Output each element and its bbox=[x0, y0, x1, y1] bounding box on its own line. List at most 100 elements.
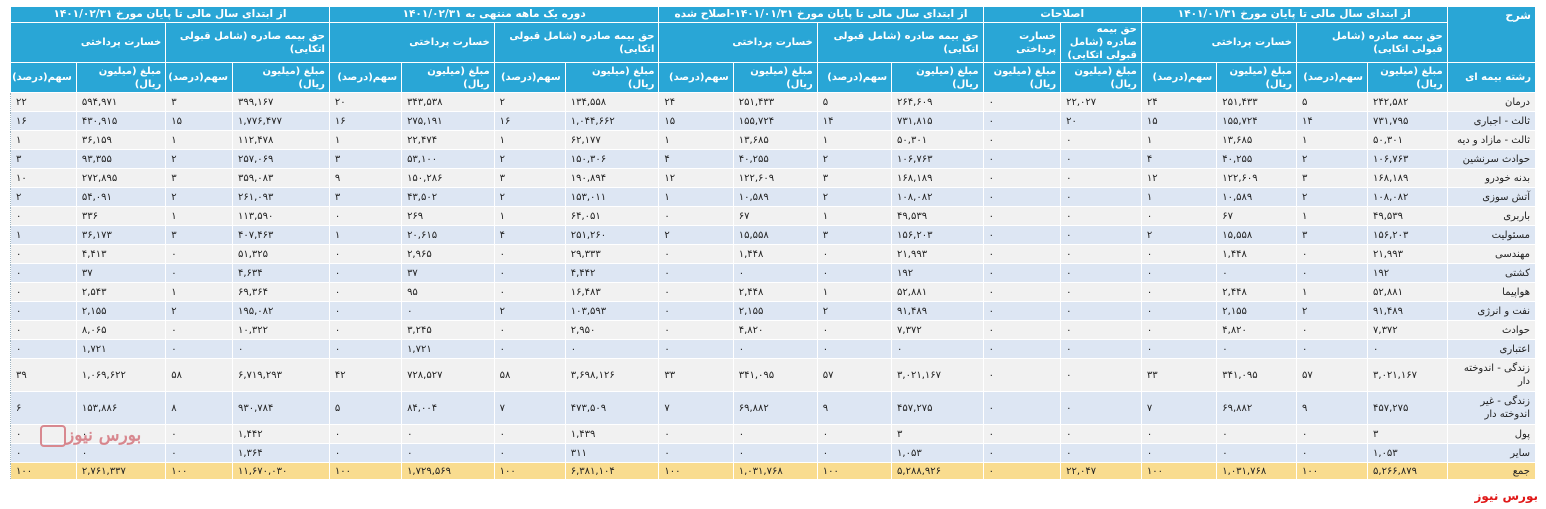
table-cell: ۳۳۶ bbox=[75, 206, 167, 226]
table-cell: ۹۱,۴۸۹ bbox=[1367, 301, 1448, 321]
table-cell: ۱۰۰ bbox=[1140, 462, 1218, 480]
table-cell: ۰ bbox=[328, 424, 403, 444]
table-cell: ۴۰۷,۴۶۳ bbox=[232, 225, 330, 245]
table-cell: ۳۴۳,۵۳۸ bbox=[401, 92, 495, 112]
table-cell: ۱۵۶,۲۰۳ bbox=[1367, 225, 1448, 245]
table-cell: ۳۷ bbox=[75, 263, 167, 283]
table-cell: ۴۵۷,۲۷۵ bbox=[891, 391, 984, 425]
table-cell: ۱۵ bbox=[658, 111, 734, 131]
table-cell: ۱۰۰ bbox=[658, 462, 734, 480]
row-label: حوادث سرنشین bbox=[1446, 149, 1537, 169]
table-cell: ۱,۴۴۸ bbox=[732, 244, 818, 264]
table-row: زندگی - اندوخته دار ۳,۰۲۱,۱۶۷ ۵۷ ۳۴۱,۰۹۵ ۳۳ ۰… bbox=[10, 358, 1537, 392]
table-cell: ۱۵,۵۵۸ bbox=[732, 225, 818, 245]
table-cell: ۷ bbox=[1140, 391, 1218, 425]
row-label: پول bbox=[1446, 424, 1537, 444]
table-cell: ۰ bbox=[658, 282, 734, 302]
table-cell: ۴,۸۲۰ bbox=[732, 320, 818, 340]
table-cell: ۰ bbox=[328, 301, 403, 321]
table-cell: ۰ bbox=[816, 244, 893, 264]
table-cell: ۱۹۲ bbox=[1367, 263, 1448, 283]
table-cell: ۲۹,۳۳۳ bbox=[564, 244, 660, 264]
watermark-logo: بورس نیوز bbox=[36, 425, 154, 459]
table-cell: ۱۶ bbox=[10, 111, 77, 131]
row-label: مهندسی bbox=[1446, 244, 1537, 264]
table-cell: ۰ bbox=[1060, 225, 1142, 245]
table-cell: ۲۶۱,۰۹۳ bbox=[232, 187, 330, 207]
header-amount: مبلغ (میلیون ریال) bbox=[1367, 62, 1448, 93]
table-cell: ۰ bbox=[1295, 263, 1369, 283]
table-cell: ۲۲ bbox=[10, 92, 77, 112]
table-cell: ۰ bbox=[165, 244, 233, 264]
table-cell: ۲ bbox=[1140, 225, 1218, 245]
table-cell: ۵۲,۸۸۱ bbox=[1367, 282, 1448, 302]
table-cell: ۵ bbox=[1295, 92, 1369, 112]
table-cell: ۰ bbox=[1060, 149, 1142, 169]
table-cell: ۱۰۰ bbox=[10, 462, 77, 480]
table-cell: ۲ bbox=[493, 301, 566, 321]
table-cell: ۲,۹۶۵ bbox=[401, 244, 495, 264]
table-row: اعتباری ۰ ۰ ۰ ۰ ۰ ۰ ۰ ۰ ۰ ۰ ۰ ۰ ۱,۷۲۱ ۰ ۰ ۰ ۱,۷۲۱ ۰ bbox=[10, 339, 1537, 359]
table-cell: ۱۰۰ bbox=[328, 462, 403, 480]
table-cell: ۱ bbox=[816, 130, 893, 150]
table-cell: ۳,۶۹۸,۱۲۶ bbox=[564, 358, 660, 392]
table-cell: ۰ bbox=[1060, 391, 1142, 425]
table-cell: ۲ bbox=[1295, 187, 1369, 207]
table-cell: ۱۶ bbox=[328, 111, 403, 131]
table-cell: ۹۳۰,۷۸۴ bbox=[232, 391, 330, 425]
table-cell: ۱۵۰,۳۰۶ bbox=[564, 149, 660, 169]
header-adjustments: اصلاحات bbox=[982, 6, 1142, 23]
table-cell: ۱,۳۶۴ bbox=[232, 443, 330, 463]
table-cell: ۰ bbox=[1140, 339, 1218, 359]
table-cell: ۶۲,۱۷۷ bbox=[564, 130, 660, 150]
table-cell: ۱۲۲,۶۰۹ bbox=[732, 168, 818, 188]
table-cell: ۰ bbox=[1367, 339, 1448, 359]
header-share: سهم(درصد) bbox=[658, 62, 734, 93]
table-cell: ۰ bbox=[816, 424, 893, 444]
table-cell: ۲۰ bbox=[1060, 111, 1142, 131]
table-cell: ۲۱,۹۹۳ bbox=[891, 244, 984, 264]
table-cell: ۱۳,۶۸۵ bbox=[1216, 130, 1297, 150]
row-label: سایر bbox=[1446, 443, 1537, 463]
table-cell: ۰ bbox=[10, 206, 77, 226]
table-cell: ۰ bbox=[1295, 339, 1369, 359]
table-cell: ۸ bbox=[165, 391, 233, 425]
table-cell: ۱۴ bbox=[816, 111, 893, 131]
table-cell: ۲۷۵,۱۹۱ bbox=[401, 111, 495, 131]
header-share: سهم(درصد) bbox=[10, 62, 77, 93]
table-row: جمع ۵,۲۶۶,۸۷۹ ۱۰۰ ۱,۰۳۱,۷۶۸ ۱۰۰ ۲۲,۰۴۷ ۰ ۵,۲۸۸,… bbox=[10, 462, 1537, 480]
table-cell: ۴ bbox=[493, 225, 566, 245]
header-amount: مبلغ (میلیون ریال) bbox=[75, 62, 167, 93]
table-cell: ۱۰,۵۸۹ bbox=[732, 187, 818, 207]
table-cell: ۲ bbox=[165, 301, 233, 321]
table-cell: ۰ bbox=[1060, 263, 1142, 283]
table-cell: ۲,۱۵۵ bbox=[1216, 301, 1297, 321]
table-cell: ۰ bbox=[1060, 206, 1142, 226]
table-cell: ۱۹۲ bbox=[891, 263, 984, 283]
table-cell: ۰ bbox=[328, 320, 403, 340]
table-cell: ۱۰۰ bbox=[816, 462, 893, 480]
table-cell: ۷,۳۷۲ bbox=[1367, 320, 1448, 340]
table-cell: ۳ bbox=[1295, 225, 1369, 245]
table-cell: ۰ bbox=[982, 263, 1062, 283]
header-one-month: دوره یک ماهه منتهی به ۱۴۰۱/۰۲/۳۱ bbox=[328, 6, 660, 23]
table-cell: ۲ bbox=[816, 301, 893, 321]
table-cell: ۴,۸۲۰ bbox=[1216, 320, 1297, 340]
table-cell: ۶۹,۸۸۲ bbox=[1216, 391, 1297, 425]
table-cell: ۴۰,۲۵۵ bbox=[1216, 149, 1297, 169]
table-cell: ۵۱,۳۲۵ bbox=[232, 244, 330, 264]
table-cell: ۳,۰۲۱,۱۶۷ bbox=[891, 358, 984, 392]
table-cell: ۰ bbox=[1216, 424, 1297, 444]
table-cell: ۰ bbox=[328, 339, 403, 359]
table-cell: ۰ bbox=[982, 244, 1062, 264]
header-loss: خسارت پرداختی bbox=[658, 22, 818, 63]
table-cell: ۲,۵۴۳ bbox=[75, 282, 167, 302]
table-cell: ۱۲ bbox=[1140, 168, 1218, 188]
table-cell: ۰ bbox=[328, 263, 403, 283]
header-premium: حق بیمه صادره (شامل قبولی اتکایی) bbox=[816, 22, 984, 63]
table-cell: ۲۴ bbox=[1140, 92, 1218, 112]
table-cell: ۰ bbox=[10, 301, 77, 321]
table-cell: ۰ bbox=[165, 320, 233, 340]
table-cell: ۱۰۰ bbox=[165, 462, 233, 480]
table-cell: ۳۵۹,۰۸۳ bbox=[232, 168, 330, 188]
